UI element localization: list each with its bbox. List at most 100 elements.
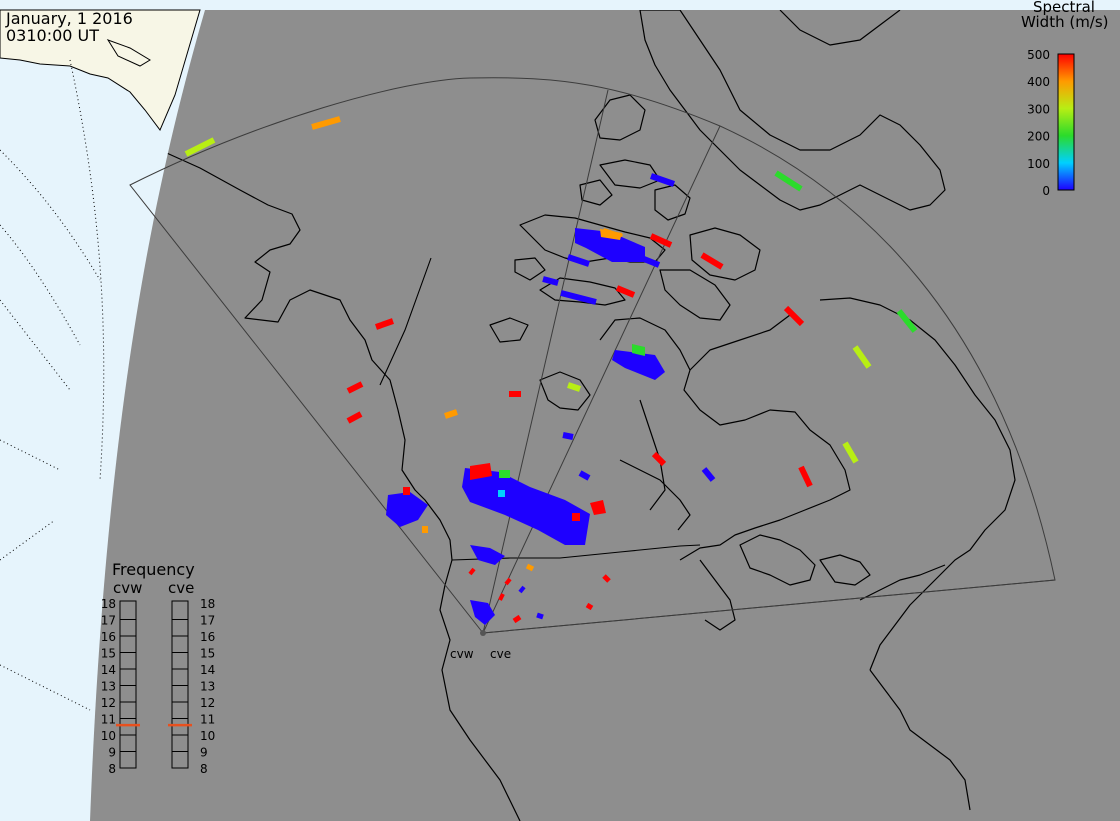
frequency-tick-label: 12 [101,696,116,710]
frequency-tick-label: 9 [108,746,116,760]
echo-cell [783,305,805,327]
echo-layer [184,116,918,625]
echo-cell [567,382,581,392]
echo-region [422,526,428,533]
echo-cell [375,318,394,330]
echo-cell [842,441,859,464]
frequency-scales: 18 17 16 15 14 13 12 11 10 9 8 18 17 16 15 14 13 12 11 10 9 8 [101,597,216,776]
frequency-tick-label: 11 [200,713,215,727]
echo-cell [578,470,591,481]
echo-cell [184,137,216,157]
echo-cell [346,381,364,394]
colorbar-tick-label: 300 [1027,102,1050,116]
echo-cell [700,252,724,270]
radar-sites: cvw cve [450,630,511,661]
sunlit-land-island [106,39,151,67]
echo-cell [585,602,594,611]
echo-cell [536,612,544,620]
colorbar: Spectral Width (m/s) 500 400 300 200 100 0 [1021,0,1109,198]
echo-region [575,228,645,262]
echo-region [572,513,580,521]
colorbar-tick-label: 0 [1042,184,1050,198]
night-side [90,10,1120,821]
echo-region [632,344,645,356]
echo-cell [512,614,522,624]
frequency-scale-box [119,600,137,769]
frequency-tick-label: 10 [101,729,116,743]
echo-cell [774,170,803,192]
echo-cell [798,465,813,488]
echo-region [498,490,505,497]
echo-cell [649,233,673,248]
echo-cell [615,285,636,298]
frequency-tick-label: 8 [200,762,208,776]
frequency-tick-label: 14 [200,663,215,677]
echo-cell [602,574,611,583]
frequency-tick-label: 16 [101,630,116,644]
frequency-tick-label: 18 [101,597,116,611]
colorbar-ticks: 500 400 300 200 100 0 [1027,48,1050,198]
frequency-tick-label: 12 [200,696,215,710]
frequency-tick-label: 15 [101,647,116,661]
frequency-tick-label: 17 [200,614,215,628]
echo-cell [852,345,872,369]
echo-region [462,468,590,545]
colorbar-gradient [1057,53,1075,191]
frequency-tick-label: 17 [101,614,116,628]
echo-region [600,229,622,240]
frequency-tick-label: 14 [101,663,116,677]
colorbar-title-line1: Spectral [1033,0,1095,16]
echo-region [470,600,495,625]
echo-region [470,545,505,565]
echo-cell [560,290,597,305]
colorbar-tick-label: 400 [1027,75,1050,89]
echo-cell [444,409,458,419]
echo-cell [896,309,918,333]
frequency-panel: Frequency cvw cve 1817161514131211109818… [101,560,216,776]
frequency-tick-label: 18 [200,597,215,611]
sunlit-land [0,9,201,131]
echo-cell [504,577,512,586]
echo-cell [651,451,667,467]
frequency-tick-label: 13 [101,680,116,694]
colorbar-tick-label: 500 [1027,48,1050,62]
echo-cell [542,276,559,286]
frequency-tick-label: 13 [200,680,215,694]
frequency-tick-label: 9 [200,746,208,760]
frequency-tick-label: 8 [108,762,116,776]
frequency-tick-label: 16 [200,630,215,644]
frequency-col-cve: cve [168,579,194,597]
radar-label-cve: cve [490,647,511,661]
echo-cell [346,411,363,424]
echo-cell [701,467,716,482]
date-label: January, 1 2016 [5,9,133,28]
frequency-tick-label: 11 [101,713,116,727]
echo-region [403,487,410,495]
echo-region [470,463,492,480]
echo-cell [311,116,341,130]
echo-region [590,500,606,515]
echo-cell [562,432,574,440]
echo-cell [650,173,675,187]
echo-region [386,492,428,527]
echo-cell [468,567,476,576]
echo-cell [567,254,590,267]
frequency-col-cvw: cvw [113,579,142,597]
radar-label-cvw: cvw [450,647,474,661]
time-label: 0310:00 UT [6,26,99,45]
echo-cell [498,593,505,601]
radar-fov [129,77,1056,634]
frequency-tick-label: 15 [200,647,215,661]
echo-cell [518,585,526,594]
colorbar-tick-label: 200 [1027,130,1050,144]
echo-region [499,470,510,478]
coordinate-grid [0,59,105,711]
colorbar-tick-label: 100 [1027,157,1050,171]
colorbar-title-line2: Width (m/s) [1021,13,1109,31]
echo-region [612,350,665,380]
frequency-scale-box [171,600,189,769]
frequency-tick-label: 10 [200,729,215,743]
frequency-title: Frequency [112,560,195,579]
echo-cell [525,563,535,572]
